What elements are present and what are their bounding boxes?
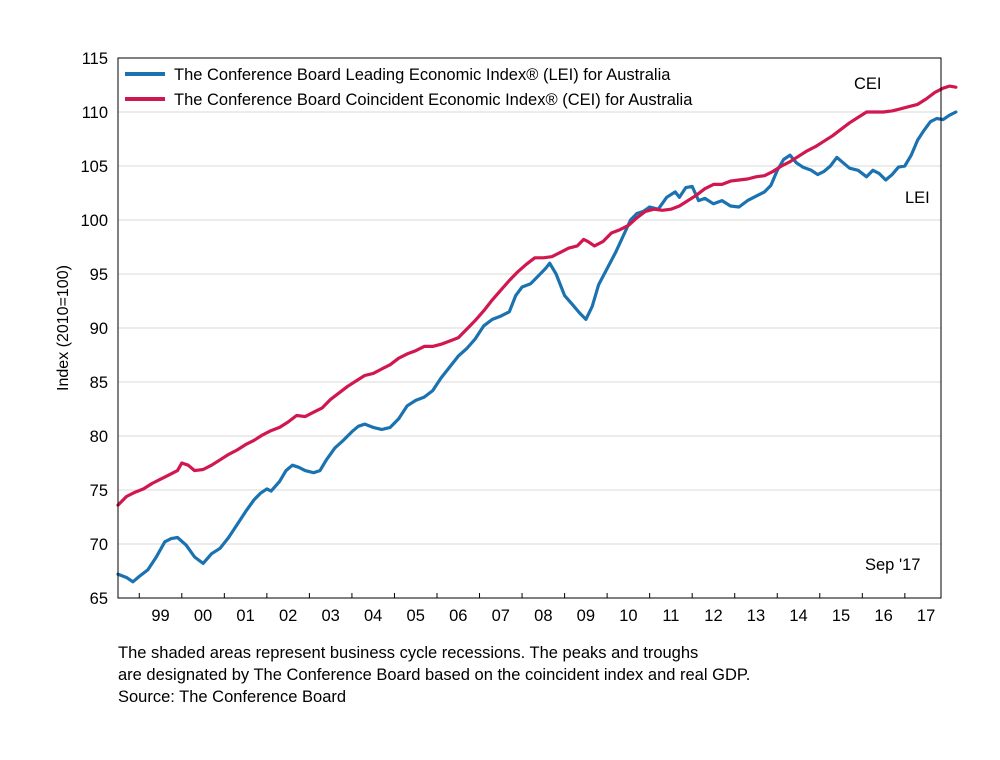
legend: The Conference Board Leading Economic In… bbox=[125, 66, 693, 109]
x-tick-label: 16 bbox=[874, 607, 892, 625]
y-tick-label: 80 bbox=[90, 428, 108, 446]
series-lines bbox=[116, 84, 958, 584]
x-tick-label: 00 bbox=[194, 607, 212, 625]
series-line-lei bbox=[116, 110, 958, 584]
x-tick-label: 06 bbox=[449, 607, 467, 625]
line-chart: 65 70 75 80 85 90 95 100 105 110 115 99 00 01 02 03 04 0… bbox=[55, 50, 958, 625]
x-tick-label: 17 bbox=[917, 607, 935, 625]
x-tick-label: 99 bbox=[151, 607, 169, 625]
x-tick-label: 03 bbox=[321, 607, 339, 625]
legend-label-lei: The Conference Board Leading Economic In… bbox=[174, 66, 671, 84]
legend-item-lei: The Conference Board Leading Economic In… bbox=[125, 66, 671, 84]
x-tick-label: 02 bbox=[279, 607, 297, 625]
y-tick-label: 95 bbox=[90, 266, 108, 284]
gridlines bbox=[118, 111, 941, 545]
legend-item-cei: The Conference Board Coincident Economic… bbox=[125, 91, 693, 109]
y-tick-label: 100 bbox=[80, 212, 108, 230]
lei-annotation: LEI bbox=[905, 189, 930, 207]
cei-annotation: CEI bbox=[854, 75, 882, 93]
y-axis-ticks: 65 70 75 80 85 90 95 100 105 110 115 bbox=[80, 50, 108, 608]
x-tick-label: 08 bbox=[534, 607, 552, 625]
x-tick-label: 10 bbox=[619, 607, 637, 625]
legend-label-cei: The Conference Board Coincident Economic… bbox=[174, 91, 693, 109]
footnote-line-1: The shaded areas represent business cycl… bbox=[118, 644, 699, 662]
y-axis-label: Index (2010=100) bbox=[55, 265, 72, 391]
y-tick-label: 65 bbox=[90, 590, 108, 608]
x-tick-label: 15 bbox=[832, 607, 850, 625]
y-tick-label: 70 bbox=[90, 536, 108, 554]
footnote-line-3: Source: The Conference Board bbox=[118, 688, 347, 706]
x-tick-label: 01 bbox=[236, 607, 254, 625]
x-axis-ticks: 99 00 01 02 03 04 05 06 07 08 09 10 11 12 13 14 15 16 17 bbox=[138, 593, 935, 625]
y-tick-label: 75 bbox=[90, 482, 108, 500]
y-tick-label: 105 bbox=[80, 158, 108, 176]
x-tick-label: 12 bbox=[704, 607, 722, 625]
y-tick-label: 115 bbox=[82, 50, 108, 68]
x-tick-label: 14 bbox=[789, 607, 807, 625]
footnote: The shaded areas represent business cycl… bbox=[118, 642, 750, 708]
y-tick-label: 110 bbox=[82, 104, 108, 122]
y-tick-label: 90 bbox=[90, 320, 108, 338]
x-tick-label: 09 bbox=[577, 607, 595, 625]
x-tick-label: 04 bbox=[364, 607, 382, 625]
series-line-cei bbox=[116, 84, 958, 507]
x-tick-label: 13 bbox=[747, 607, 765, 625]
x-tick-label: 11 bbox=[662, 607, 679, 625]
plot-frame bbox=[117, 57, 942, 599]
y-tick-label: 85 bbox=[90, 374, 108, 392]
x-tick-label: 05 bbox=[407, 607, 425, 625]
footnote-line-2: are designated by The Conference Board b… bbox=[118, 666, 751, 684]
date-annotation: Sep '17 bbox=[865, 556, 920, 574]
x-tick-label: 07 bbox=[492, 607, 510, 625]
